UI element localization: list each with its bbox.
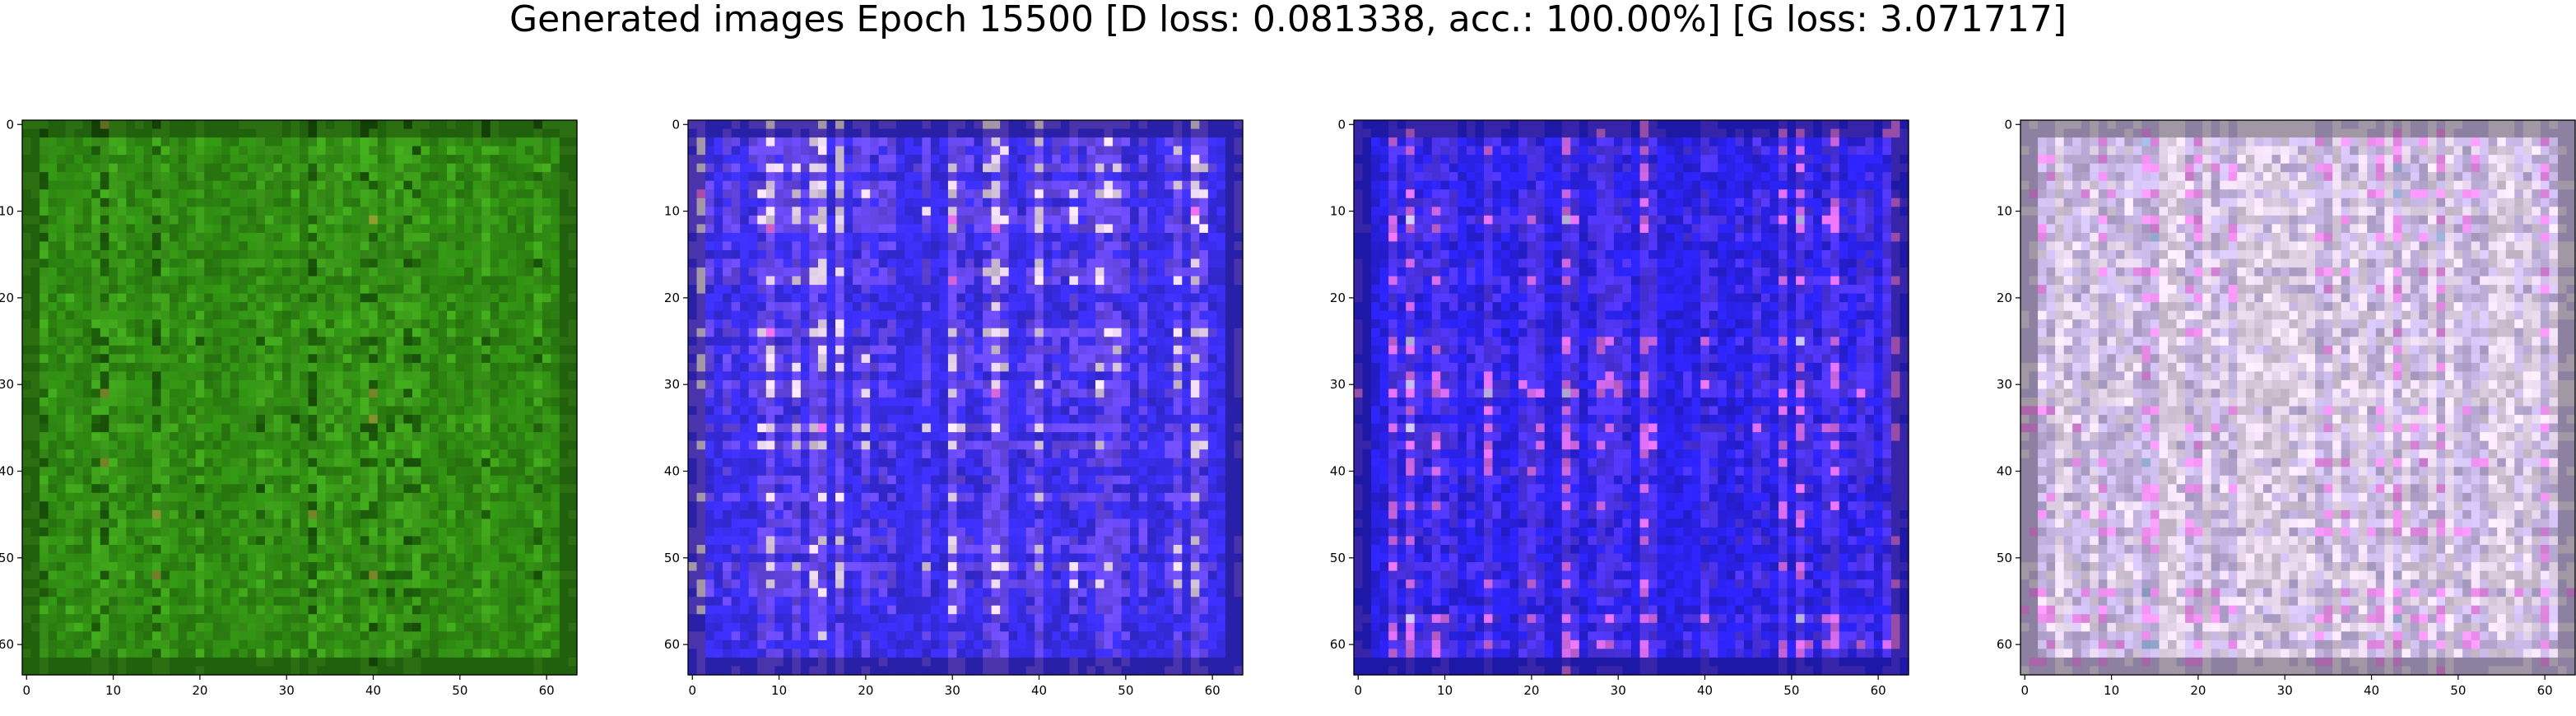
image-pixels [22, 120, 578, 676]
y-tick-label: 20 [0, 291, 14, 305]
image-pixels [2020, 120, 2576, 676]
x-tick-label: 0 [22, 683, 30, 698]
x-tick-label: 60 [539, 683, 555, 698]
y-tick-label: 60 [664, 637, 680, 652]
x-tick-label: 50 [452, 683, 467, 698]
x-tick-label: 20 [858, 683, 873, 698]
y-tick-label: 30 [664, 377, 680, 392]
y-tick-label: 60 [1330, 637, 1346, 652]
x-tick-label: 0 [2020, 683, 2029, 698]
x-tick-label: 10 [2104, 683, 2119, 698]
y-tick-label: 10 [1997, 204, 2012, 219]
x-tick-label: 30 [279, 683, 295, 698]
subplot-1: 0 10 20 30 40 50 60 0 10 20 30 40 50 60 [0, 120, 585, 716]
y-tick-label: 20 [1330, 291, 1346, 305]
x-tick-label: 10 [105, 683, 121, 698]
x-tick-label: 40 [2364, 683, 2379, 698]
x-tick-label: 40 [1697, 683, 1713, 698]
x-tick-label: 50 [2450, 683, 2466, 698]
y-tick-label: 30 [0, 377, 14, 392]
y-tick-label: 10 [664, 204, 680, 219]
x-tick-label: 0 [1354, 683, 1362, 698]
x-tick-label: 20 [2190, 683, 2206, 698]
x-tick-label: 10 [771, 683, 787, 698]
y-tick-label: 0 [2004, 117, 2012, 132]
x-tick-label: 30 [2277, 683, 2293, 698]
subplot-4: 0 10 20 30 40 50 60 0 10 20 30 40 50 60 [1988, 120, 2576, 716]
y-tick-label: 60 [0, 637, 14, 652]
y-tick-label: 0 [672, 117, 680, 132]
y-tick-label: 20 [664, 291, 680, 305]
x-tick-label: 20 [1523, 683, 1539, 698]
x-tick-label: 40 [1031, 683, 1047, 698]
y-tick-label: 10 [0, 204, 14, 219]
y-tick-label: 40 [1997, 464, 2012, 479]
y-tick-label: 20 [1997, 291, 2012, 305]
x-tick-label: 50 [1783, 683, 1799, 698]
y-tick-label: 50 [664, 551, 680, 565]
y-tick-label: 40 [664, 464, 680, 479]
y-tick-label: 40 [1330, 464, 1346, 479]
y-tick-label: 0 [6, 117, 14, 132]
image-pixels [1354, 120, 1909, 676]
subplot-2: 0 10 20 30 40 50 60 0 10 20 30 40 50 60 [655, 120, 1251, 716]
subplot-3: 0 10 20 30 40 50 60 0 10 20 30 40 50 60 [1321, 120, 1917, 716]
x-tick-label: 50 [1118, 683, 1133, 698]
x-tick-label: 30 [1611, 683, 1626, 698]
y-tick-label: 60 [1997, 637, 2012, 652]
x-tick-label: 60 [1205, 683, 1221, 698]
figure-title: Generated images Epoch 15500 [D loss: 0.… [0, 0, 2576, 38]
y-tick-label: 50 [1997, 551, 2012, 565]
y-tick-label: 40 [0, 464, 14, 479]
image-pixels [688, 120, 1244, 676]
x-tick-label: 30 [945, 683, 960, 698]
y-tick-label: 50 [1330, 551, 1346, 565]
x-tick-label: 10 [1437, 683, 1453, 698]
y-tick-label: 30 [1997, 377, 2012, 392]
x-tick-label: 60 [2537, 683, 2553, 698]
y-tick-label: 50 [0, 551, 14, 565]
x-tick-label: 60 [1871, 683, 1886, 698]
y-tick-label: 10 [1330, 204, 1346, 219]
x-tick-label: 40 [365, 683, 381, 698]
y-tick-label: 30 [1330, 377, 1346, 392]
x-tick-label: 20 [192, 683, 207, 698]
y-tick-label: 0 [1337, 117, 1346, 132]
x-tick-label: 0 [688, 683, 696, 698]
